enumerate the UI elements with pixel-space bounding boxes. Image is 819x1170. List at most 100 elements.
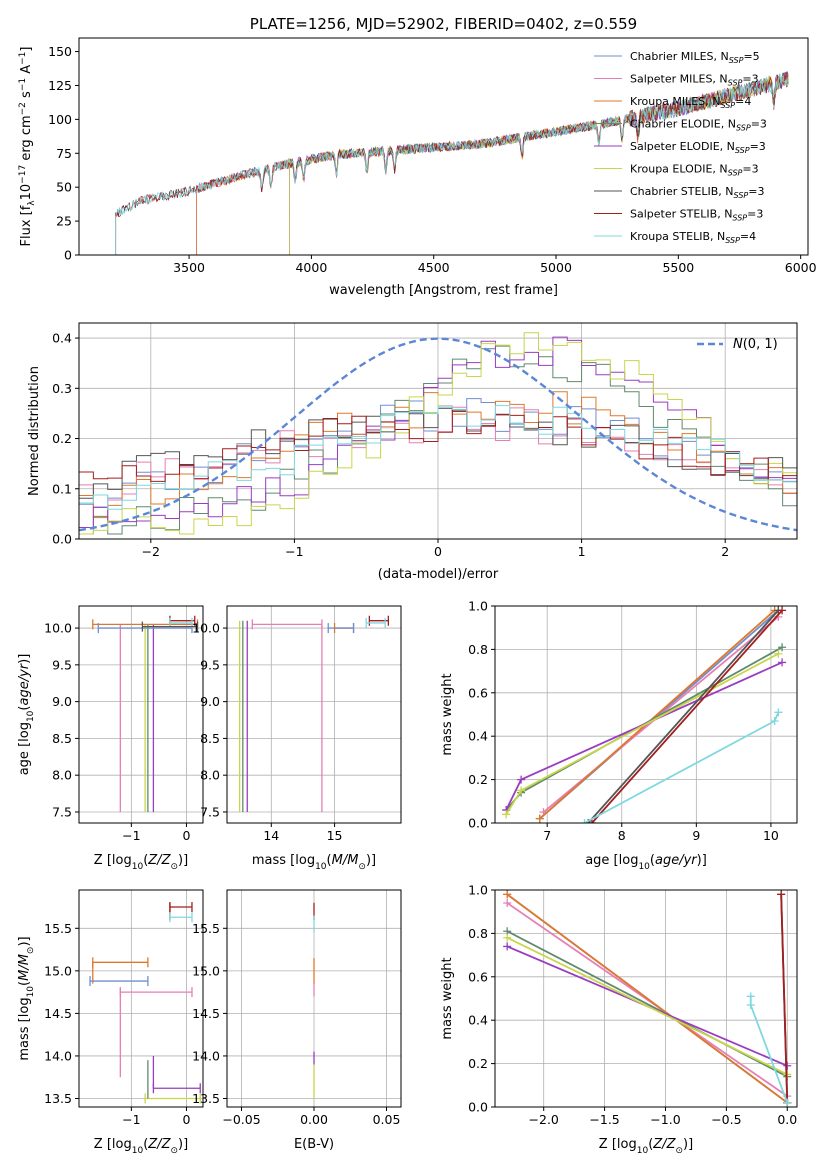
label-part: erg cm (19, 115, 34, 164)
histogram-step-4 (79, 336, 797, 528)
legend-text: Salpeter ELODIE, N (630, 140, 735, 153)
legend-label: Chabrier MILES, NSSP=5 (630, 50, 760, 65)
legend-label: Kroupa STELIB, NSSP=4 (630, 230, 756, 245)
label-part: 10 (26, 986, 36, 998)
legend-text: Chabrier MILES, N (630, 50, 729, 63)
panel-mass-Z: −1 0 13.5 14.0 14.5 15.0 15.5 (44, 889, 204, 1127)
label-part: M/M (17, 954, 32, 981)
label-part: 10 (19, 184, 34, 201)
x-tick-label: −1.5 (589, 1112, 619, 1127)
x-tick-label: 5000 (540, 260, 572, 275)
y-tick-label: 9.0 (52, 694, 72, 709)
weight-marker (783, 1061, 792, 1070)
label-part: 10 (637, 1146, 649, 1156)
y-tick-label: 0.4 (468, 729, 488, 744)
y-tick-label: 0.8 (468, 642, 488, 657)
axes-frame (494, 889, 798, 1108)
x-tick-label: 8 (618, 828, 626, 843)
label-part: Z [ (94, 853, 112, 868)
series-line-8 (115, 73, 789, 255)
x-axis-label: (data-model)/error (378, 567, 499, 582)
histogram-step-7 (79, 409, 797, 482)
weight-marker (774, 708, 783, 717)
y-tick-label: 0.6 (468, 969, 488, 984)
y-tick-label: 0.4 (468, 1013, 488, 1028)
y-tick-label: 0.1 (52, 481, 72, 496)
legend-count: =3 (748, 185, 764, 198)
label-part: ( (143, 853, 148, 868)
plot-area (89, 902, 201, 1104)
weight-line-5 (506, 936, 788, 1076)
x-axis-label: mass [log10(M/M⊙)] (252, 853, 376, 872)
y-tick-label: 15.0 (192, 963, 220, 978)
weight-marker (503, 942, 512, 951)
panel-spectrum: 3500 4000 4500 5000 5500 6000 0 25 50 75 100 125 150 (48, 37, 817, 275)
y-tick-label: 14.0 (44, 1048, 72, 1063)
label-part: age [ (17, 742, 32, 775)
label-part: 10 (26, 710, 36, 722)
label-part: log (17, 722, 32, 742)
label-part: age/yr (17, 662, 32, 705)
y-tick-label: 0.0 (468, 816, 488, 831)
x-axis-label: wavelength [Angstrom, rest frame] (329, 283, 558, 298)
label-part: 10 (315, 862, 327, 872)
weight-marker (777, 890, 786, 899)
y-tick-label: 0.0 (52, 532, 72, 547)
x-tick-label: 1 (578, 544, 586, 559)
label-part: −1 (18, 78, 28, 91)
y-axis-label: Flux [fλ10−17 erg cm−2 s−1 A−1] (18, 47, 37, 247)
weight-marker (517, 786, 526, 795)
label-part: ⊙ (170, 862, 178, 872)
plot-area (115, 71, 789, 255)
x-tick-label: 0 (182, 828, 190, 843)
y-axis-label: age [log10(age/yr)] (17, 654, 36, 776)
x-tick-label: −1.0 (650, 1112, 680, 1127)
legend-sub: SSP (734, 191, 749, 200)
x-tick-label: −2.0 (529, 1112, 559, 1127)
axes-frame (78, 37, 809, 256)
x-tick-label: 9 (692, 828, 700, 843)
y-tick-label: 9.5 (52, 657, 72, 672)
label-part: A (19, 65, 34, 78)
x-tick-label: 6000 (785, 260, 817, 275)
axes-frame (226, 889, 402, 1108)
legend-count: =3 (750, 140, 766, 153)
legend-text: Kroupa MILES, N (630, 95, 720, 108)
weight-marker (535, 814, 544, 823)
legend-label: Chabrier STELIB, NSSP=3 (630, 185, 764, 200)
label-part: )] (178, 1137, 188, 1152)
legend-text: Salpeter MILES, N (630, 73, 728, 86)
y-axis-label: Normed distribution (27, 366, 42, 496)
y-tick-label: 7.5 (52, 804, 72, 819)
y-tick-label: 0.3 (52, 381, 72, 396)
axes-frame (226, 605, 402, 824)
label-part: Z/Z (147, 1137, 171, 1152)
weight-marker (746, 1001, 755, 1010)
label-part: Z [ (599, 1137, 617, 1152)
label-part: 10 (132, 1146, 144, 1156)
label-part: age [ (585, 853, 618, 868)
x-tick-label: 5500 (662, 260, 694, 275)
weight-line-2 (539, 609, 776, 820)
label-part: ( (143, 1137, 148, 1152)
label-part: Z [ (94, 1137, 112, 1152)
label-part: M/M (332, 853, 359, 868)
y-tick-label: 0.6 (468, 685, 488, 700)
plot-area (92, 615, 199, 812)
legend-label: Salpeter MILES, NSSP=3 (630, 73, 759, 88)
y-tick-label: 15.5 (44, 921, 72, 936)
label-part: Z/Z (652, 1137, 676, 1152)
label-part: ( (17, 981, 32, 986)
label-part: )] (178, 853, 188, 868)
chart-title: PLATE=1256, MJD=52902, FIBERID=0402, z=0… (250, 15, 637, 33)
label-part: −1 (18, 52, 28, 65)
y-tick-label: 14.0 (192, 1048, 220, 1063)
weight-line-6 (587, 609, 780, 823)
legend-count: =4 (735, 95, 751, 108)
legend-sub: SSP (720, 101, 735, 110)
x-tick-label: −0.5 (711, 1112, 741, 1127)
x-tick-label: 3500 (173, 260, 205, 275)
legend-count: =3 (747, 208, 763, 221)
y-tick-label: 8.5 (52, 731, 72, 746)
